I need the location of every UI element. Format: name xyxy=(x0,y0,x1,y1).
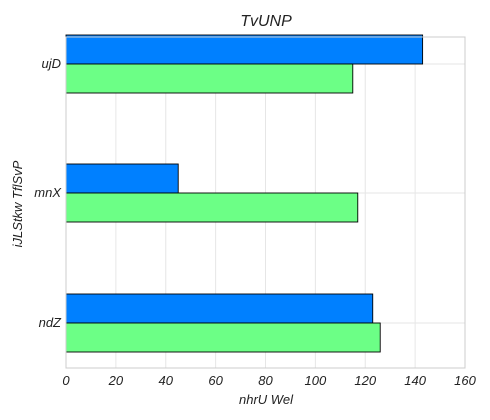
x-tick-label: 20 xyxy=(108,373,124,388)
x-tick-label: 80 xyxy=(258,373,273,388)
y-tick-label: mnX xyxy=(34,185,62,200)
y-tick-label: ndZ xyxy=(39,315,62,330)
x-tick-label: 60 xyxy=(208,373,223,388)
x-tick-label: 100 xyxy=(305,373,327,388)
y-tick-label: ujD xyxy=(41,56,61,71)
plot-area: 0 20 40 60 80 100 120 140 160 ujD mnX ndZ xyxy=(34,34,477,388)
bar-mnX-series-2 xyxy=(65,192,359,223)
chart-title: TvUNP xyxy=(240,13,292,30)
x-tick-label: 120 xyxy=(354,373,376,388)
bar-mnX-series-1 xyxy=(65,163,179,194)
x-tick-label: 0 xyxy=(62,373,70,388)
bar-ujD-series-2 xyxy=(65,63,354,94)
x-tick-label: 40 xyxy=(159,373,174,388)
x-tick-label: 160 xyxy=(454,373,476,388)
bar-ndZ-series-2 xyxy=(65,322,381,353)
y-axis-label: iJLStkw TflSvP xyxy=(10,160,25,247)
bar-ndZ-series-1 xyxy=(65,293,374,324)
x-tick-label: 140 xyxy=(404,373,426,388)
x-axis-label: nhrU Wel xyxy=(239,392,294,407)
bar-ujD-series-1 xyxy=(65,34,424,65)
plot-frame xyxy=(65,36,466,369)
